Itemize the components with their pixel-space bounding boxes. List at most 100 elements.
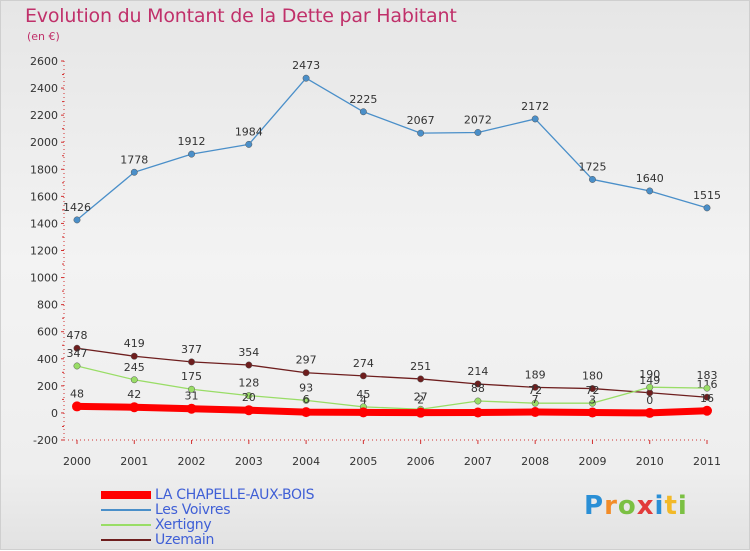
data-label: 183 (697, 369, 718, 382)
data-label: 3 (589, 394, 596, 407)
y-tick-label: 600 (37, 326, 58, 339)
x-tick-label: 2002 (178, 455, 206, 468)
legend-swatch (101, 508, 151, 511)
data-point (243, 405, 254, 416)
data-label: 189 (525, 368, 546, 381)
data-point (589, 399, 596, 407)
data-point (186, 403, 197, 414)
legend-label: Xertigny (155, 516, 212, 533)
legend-label: Uzemain (155, 531, 215, 548)
data-label: 190 (639, 368, 660, 381)
x-tick-label: 2004 (292, 455, 320, 468)
chart-subtitle: (en €) (27, 30, 60, 43)
y-tick-label: 1200 (30, 245, 58, 258)
legend-swatch (101, 523, 151, 526)
x-tick-label: 2000 (63, 455, 91, 468)
data-point (302, 396, 310, 404)
y-tick-label: 1000 (30, 272, 58, 285)
legend: LA CHAPELLE-AUX-BOIS Les Voivres Xertign… (101, 486, 315, 548)
legend-swatch (101, 538, 151, 541)
data-point (245, 140, 253, 148)
data-label: 214 (467, 365, 488, 378)
y-tick-label: 200 (37, 380, 58, 393)
legend-item-les-voivres: Les Voivres (101, 501, 314, 518)
data-point (245, 361, 253, 369)
x-tick-label: 2001 (120, 455, 148, 468)
data-label: 354 (238, 346, 259, 359)
data-label: 16 (700, 392, 714, 405)
data-point (703, 393, 711, 401)
y-tick-label: 400 (37, 353, 58, 366)
legend-item-la-chapelle-aux-bois: LA CHAPELLE-AUX-BOIS (101, 486, 315, 503)
data-point (531, 399, 539, 407)
data-label: 1640 (636, 172, 664, 185)
data-point (531, 383, 539, 391)
legend-item-uzemain: Uzemain (101, 531, 314, 548)
data-point (130, 376, 138, 384)
data-point (530, 406, 541, 417)
data-point (245, 392, 253, 400)
data-point (474, 129, 482, 136)
data-label: 2225 (349, 93, 377, 106)
data-point (188, 358, 195, 366)
data-point (358, 407, 369, 418)
data-label: 1426 (63, 201, 91, 214)
x-tick-label: 2011 (693, 455, 721, 468)
data-label: 72 (528, 384, 542, 397)
x-tick-label: 2006 (407, 455, 435, 468)
data-label: 1912 (178, 135, 206, 148)
data-label: 2473 (292, 59, 320, 72)
data-point (703, 384, 711, 392)
data-point (73, 344, 81, 352)
x-tick-label: 2003 (235, 455, 263, 468)
data-point (130, 352, 138, 360)
legend-label: LA CHAPELLE-AUX-BOIS (155, 486, 315, 503)
data-label: 45 (356, 388, 370, 401)
data-label: 347 (67, 347, 88, 360)
data-point (188, 150, 195, 158)
data-label: 93 (299, 381, 313, 394)
proxiti-logo: Proxiti (584, 491, 688, 521)
data-label: 72 (585, 384, 599, 397)
y-tick-label: 2600 (30, 55, 58, 68)
data-label: 175 (181, 370, 202, 383)
series-line (76, 77, 708, 221)
series-line (73, 402, 711, 417)
y-tick-label: 1600 (30, 190, 58, 203)
data-point (646, 187, 654, 195)
x-tick-label: 2008 (521, 455, 549, 468)
data-point (359, 372, 367, 380)
data-label: 2072 (464, 113, 492, 126)
data-point (417, 129, 425, 137)
data-point (301, 407, 312, 418)
data-label: 251 (410, 360, 431, 373)
y-tick-label: -200 (33, 434, 58, 447)
data-label: 27 (414, 390, 428, 403)
data-label: 88 (471, 382, 485, 395)
data-label: 4 (360, 393, 367, 406)
data-point (644, 407, 655, 418)
data-label: 2172 (521, 100, 549, 113)
y-tick-label: 2200 (30, 109, 58, 122)
legend-swatch (101, 490, 151, 499)
data-label: 274 (353, 357, 374, 370)
data-label: 42 (127, 388, 141, 401)
data-point (474, 397, 482, 405)
data-label: 128 (238, 377, 259, 390)
data-label: 6 (303, 393, 310, 406)
data-point (703, 204, 711, 212)
y-tick-label: 1400 (30, 217, 58, 230)
y-tick-label: 1800 (30, 163, 58, 176)
data-point (474, 380, 482, 388)
data-label: 20 (242, 391, 256, 404)
data-point (417, 375, 425, 383)
data-label: 2067 (407, 114, 435, 127)
legend-label: Les Voivres (155, 501, 231, 518)
y-tick-label: 800 (37, 299, 58, 312)
data-point (472, 407, 483, 418)
data-point (73, 362, 81, 370)
data-point (73, 216, 81, 224)
data-point (415, 407, 426, 418)
data-label: 478 (67, 329, 88, 342)
y-tick-label: 0 (51, 407, 58, 420)
